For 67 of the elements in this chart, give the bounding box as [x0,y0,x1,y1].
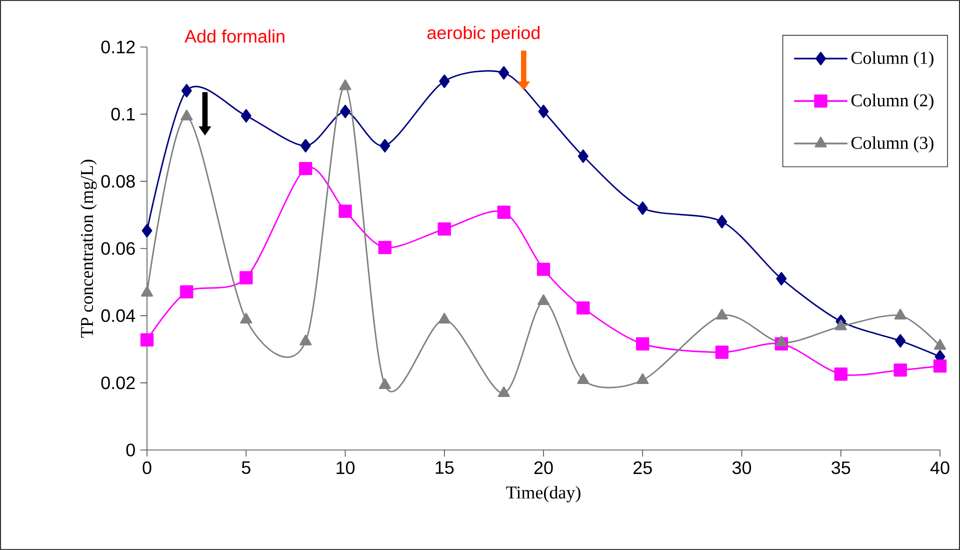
legend-label: Column (1) [851,51,934,68]
point [536,262,550,276]
y-tick-label: 0 [126,444,135,456]
point [340,104,350,118]
point [716,214,728,228]
point [240,312,252,324]
y-tick-label: 0.06 [101,242,135,255]
point [577,373,590,384]
legend-label: Column (3) [851,136,934,153]
point [240,271,253,284]
point [140,333,154,346]
point [378,240,392,254]
point [636,373,649,384]
point [498,386,510,398]
point [834,368,848,381]
point [497,206,510,219]
x-tick-label: 0 [142,461,152,474]
point [299,162,312,176]
point [498,66,510,80]
x-tick-label: 30 [732,461,752,474]
point [538,104,549,118]
point [576,301,590,315]
point [240,109,252,123]
point [142,224,152,238]
x-axis-title: Time(day) [506,486,580,502]
y-tick-label: 0.1 [111,108,135,121]
y-tick-label: 0.08 [101,174,135,188]
point [380,138,390,152]
x-tick-label: 20 [534,461,553,474]
x-tick-label: 10 [336,461,355,474]
x-tick-label: 40 [930,461,950,474]
point [933,359,947,373]
point [300,334,312,346]
point [378,378,391,389]
point [180,110,193,120]
point [578,149,588,163]
text: Add formalin [184,30,284,43]
point [716,308,728,320]
point [715,346,729,359]
point [637,201,648,215]
x-tick-label: 35 [832,461,850,474]
point [636,337,650,350]
y-axis-title: TP concentration (mg/L) [80,160,97,338]
x-tick-label: 25 [634,461,652,474]
point [439,74,450,88]
point [934,339,946,350]
point [300,138,311,152]
point [537,294,550,306]
point [776,272,787,286]
annotation: aerobic period [427,26,540,43]
point [775,336,788,346]
legend-label: Column (2) [851,94,934,110]
point [181,84,192,98]
y-tick-label: 0.04 [101,309,136,322]
point [894,308,906,320]
y-tick-label: 0.12 [101,40,135,54]
x-tick-label: 15 [436,461,454,474]
point [834,320,847,330]
point [180,285,194,298]
point [895,334,906,348]
y-tick-label: 0.02 [101,376,135,390]
x-tick-label: 5 [242,461,250,474]
point [140,286,154,297]
point [438,312,450,324]
point [438,222,451,236]
point [894,363,907,377]
point [338,204,352,218]
